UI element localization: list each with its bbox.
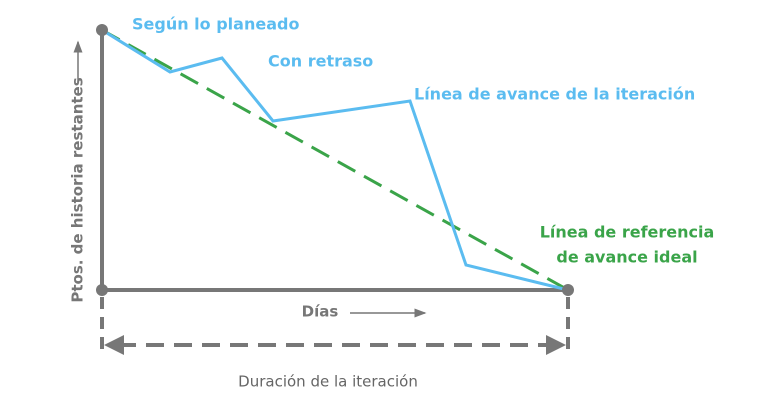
- label: Línea de avance de la iteración: [414, 85, 695, 104]
- progress-line: [101, 28, 569, 292]
- point: [96, 284, 108, 296]
- label: de avance ideal: [556, 248, 697, 267]
- arrowhead: [104, 335, 124, 355]
- arrowhead: [546, 335, 566, 355]
- label: Con retraso: [268, 52, 373, 71]
- duration-label: Duración de la iteración: [238, 373, 418, 391]
- label: Según lo planeado: [132, 15, 299, 34]
- point: [96, 24, 108, 36]
- label: Línea de referencia: [540, 223, 715, 242]
- y-axis-label: Ptos. de historia restantes: [69, 77, 87, 302]
- point: [562, 284, 574, 296]
- x-axis-label: Días: [302, 303, 339, 321]
